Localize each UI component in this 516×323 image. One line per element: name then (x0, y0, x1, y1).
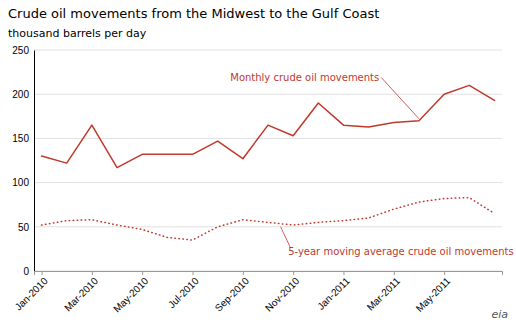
x-tick-mark (293, 271, 294, 275)
annotation-connector (381, 77, 419, 118)
x-tick: Jan-2010 (13, 271, 51, 313)
annotations: Monthly crude oil movements 5-year moving… (230, 72, 513, 257)
x-tick-mark (243, 271, 244, 275)
y-tick: 150 (12, 133, 34, 144)
x-tick-mark (42, 271, 43, 275)
annotation: 5-year moving average crude oil movement… (288, 246, 514, 257)
x-tick-mark (92, 271, 93, 275)
x-tick: Sep-2010 (213, 271, 252, 314)
chart: 050100150200250Jan-2010Mar-2010May-2010J… (0, 0, 516, 323)
y-tick: 50 (18, 222, 34, 233)
x-tick: Mar-2011 (365, 271, 403, 313)
y-tick: 250 (12, 45, 34, 56)
grid-line (34, 138, 502, 139)
series-line (42, 85, 495, 167)
x-tick-mark (343, 271, 344, 275)
y-tick-label: 250 (12, 45, 29, 56)
grid-line (34, 226, 502, 227)
y-tick-label: 150 (12, 133, 29, 144)
y-tick: 0 (23, 266, 34, 277)
lines (42, 85, 495, 240)
x-tick: Jan-2011 (315, 271, 352, 312)
x-tick-label: Nov-2010 (263, 275, 302, 314)
title: Crude oil movements from the Midwest to … (8, 6, 379, 21)
y-tick-label: 50 (18, 222, 30, 233)
series-line (42, 198, 495, 240)
grid-line (34, 182, 502, 183)
x-tick-label: May-2011 (414, 275, 453, 314)
y-tick: 200 (12, 89, 34, 100)
x-axis-line (35, 272, 503, 276)
x-axis: Jan-2010 Mar-2010 May-2010 Jul-2010 Sep-2010… (13, 271, 503, 314)
grid-line (34, 94, 502, 95)
x-tick: Jul-2010 (166, 271, 201, 310)
x-tick-mark (444, 271, 445, 275)
grid (34, 50, 502, 271)
x-tick: Mar-2010 (62, 271, 100, 313)
logo: eia (491, 308, 508, 321)
grid-line (34, 50, 502, 51)
x-tick-label: Jan-2011 (315, 275, 352, 312)
x-tick-label: Jan-2010 (13, 275, 51, 313)
y-tick: 100 (12, 177, 34, 188)
annotation-connector (281, 227, 291, 247)
x-tick: May-2010 (111, 271, 151, 314)
x-tick-mark (142, 271, 143, 275)
x-tick: May-2011 (414, 271, 453, 314)
x-tick-label: Sep-2010 (213, 275, 252, 314)
y-tick-label: 100 (12, 177, 29, 188)
annotation: Monthly crude oil movements (230, 72, 379, 83)
plot-area: 050100150200250Jan-2010Mar-2010May-2010J… (12, 45, 513, 315)
y-axis: 0 50 100 150 200 250 (12, 45, 34, 277)
y-axis-line (34, 51, 35, 272)
y-axis-title: thousand barrels per day (8, 27, 147, 40)
x-tick-mark (394, 271, 395, 275)
y-tick-label: 0 (23, 266, 29, 277)
y-tick-label: 200 (12, 89, 29, 100)
x-tick-label: Jul-2010 (166, 275, 201, 310)
x-tick-label: Mar-2010 (62, 275, 100, 313)
x-tick-mark (193, 271, 194, 275)
x-tick-label: Mar-2011 (365, 275, 403, 313)
x-tick: Nov-2010 (263, 271, 302, 314)
x-tick-label: May-2010 (111, 275, 151, 315)
